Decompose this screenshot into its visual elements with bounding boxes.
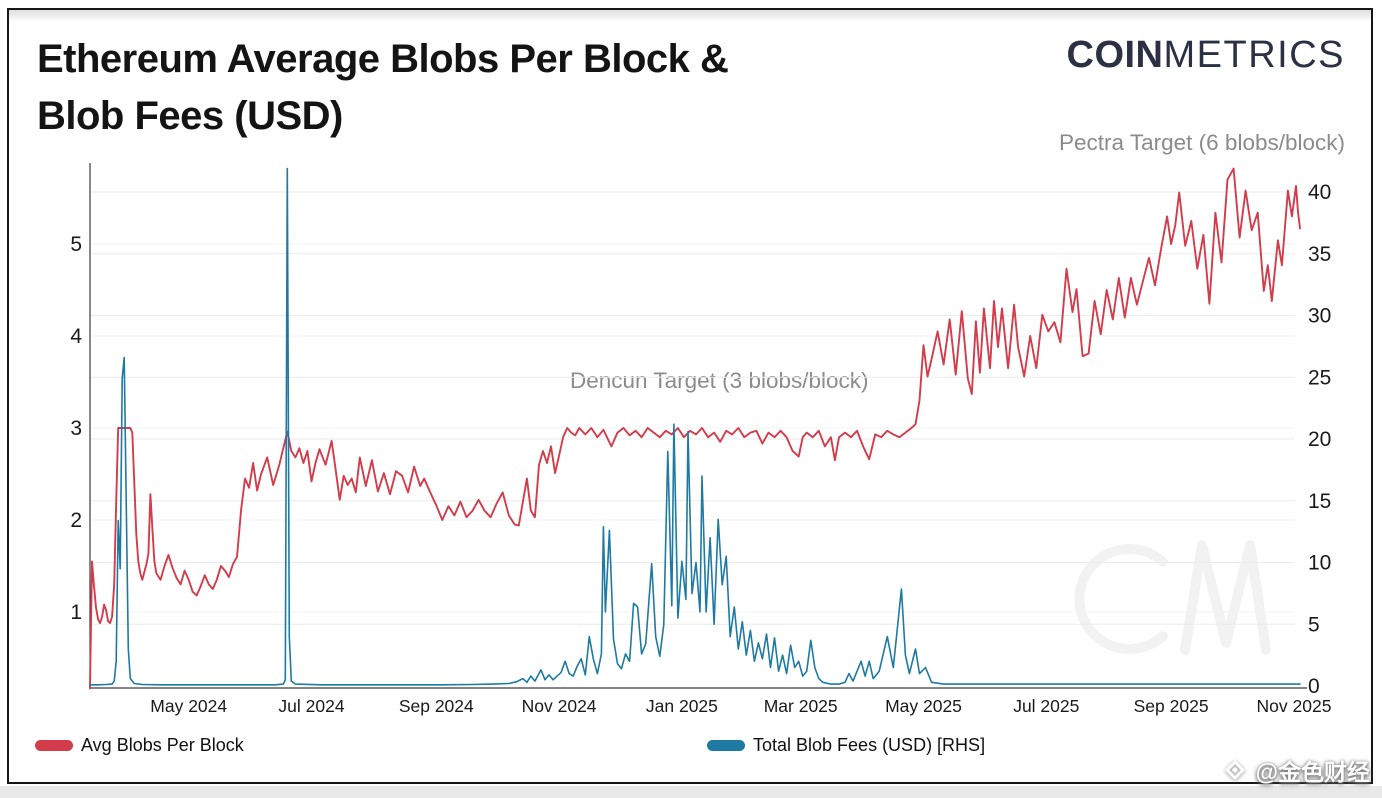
coinmetrics-logo: COINMETRICS [1067, 34, 1346, 77]
right-axis-tick-label: 5 [1308, 613, 1320, 636]
left-axis-tick-label: 3 [70, 417, 82, 440]
x-axis-tick-label: May 2024 [150, 696, 227, 716]
right-axis-tick-label: 40 [1308, 181, 1331, 204]
logo-metrics-text: METRICS [1163, 34, 1345, 76]
frame-top-shadow [9, 10, 1371, 22]
x-axis-tick-label: Mar 2025 [764, 696, 838, 716]
bottom-gray-strip [0, 786, 1382, 798]
x-axis-tick-label: May 2025 [885, 696, 962, 716]
dencun-target-annotation: Dencun Target (3 blobs/block) [570, 368, 869, 393]
legend-item-avg-blobs: Avg Blobs Per Block [35, 735, 244, 756]
cm-monogram-watermark [1074, 540, 1271, 655]
series-line-avg-blobs [89, 167, 1301, 690]
legend-swatch-avg-blobs [35, 740, 73, 751]
page-title: Ethereum Average Blobs Per Block & Blob … [37, 31, 729, 145]
left-axis-tick-label: 2 [70, 509, 82, 532]
legend-label-blob-fees: Total Blob Fees (USD) [RHS] [753, 735, 986, 755]
chart-frame-border [7, 8, 1373, 784]
right-axis-tick-label: 0 [1308, 675, 1320, 698]
right-axis-tick-label: 25 [1308, 366, 1331, 389]
site-watermark: @金色财经 [1221, 753, 1370, 787]
x-axis-tick-label: Sep 2024 [399, 696, 474, 716]
right-axis-tick-label: 30 [1308, 305, 1331, 328]
legend-swatch-blob-fees [707, 740, 745, 751]
x-axis-tick-label: Sep 2025 [1134, 696, 1209, 716]
left-axis-tick-label: 1 [70, 601, 82, 624]
x-axis-tick-label: Nov 2025 [1257, 696, 1332, 716]
page-title-line-1: Ethereum Average Blobs Per Block & [37, 37, 729, 81]
legend-item-blob-fees: Total Blob Fees (USD) [RHS] [707, 735, 985, 756]
pectra-target-annotation: Pectra Target (6 blobs/block) [1059, 130, 1345, 155]
chart-legend: Avg Blobs Per Block Total Blob Fees (USD… [0, 735, 1382, 761]
right-axis-tick-label: 35 [1308, 243, 1331, 266]
x-axis-tick-label: Jul 2024 [278, 696, 344, 716]
left-axis-tick-label: 4 [70, 325, 82, 348]
series-line-blob-fees [89, 167, 1301, 686]
x-axis-tick-label: Jan 2025 [646, 696, 718, 716]
left-axis-tick-label: 5 [70, 233, 82, 256]
x-axis-tick-label: Nov 2024 [522, 696, 597, 716]
x-axis-tick-label: Jul 2025 [1013, 696, 1079, 716]
right-axis-tick-label: 20 [1308, 428, 1331, 451]
right-axis-tick-label: 15 [1308, 490, 1331, 513]
page-title-line-2: Blob Fees (USD) [37, 94, 343, 138]
logo-coin-text: COIN [1066, 34, 1164, 76]
right-axis-tick-label: 10 [1308, 552, 1331, 575]
legend-label-avg-blobs: Avg Blobs Per Block [81, 735, 244, 755]
watermark-handle: @金色财经 [1255, 759, 1370, 785]
diamond-icon [1224, 760, 1245, 780]
